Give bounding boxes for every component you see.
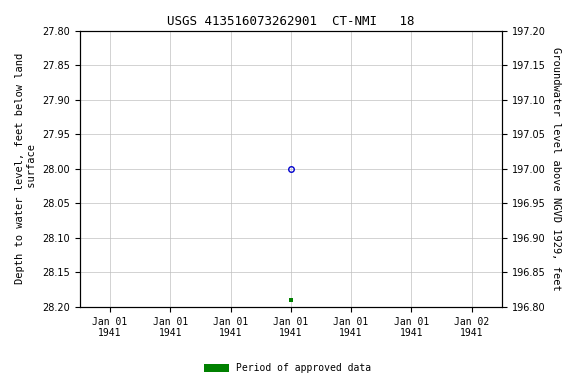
Legend: Period of approved data: Period of approved data [200,359,376,377]
Y-axis label: Depth to water level, feet below land
 surface: Depth to water level, feet below land su… [15,53,37,285]
Title: USGS 413516073262901  CT-NMI   18: USGS 413516073262901 CT-NMI 18 [167,15,415,28]
Y-axis label: Groundwater level above NGVD 1929, feet: Groundwater level above NGVD 1929, feet [551,47,561,291]
